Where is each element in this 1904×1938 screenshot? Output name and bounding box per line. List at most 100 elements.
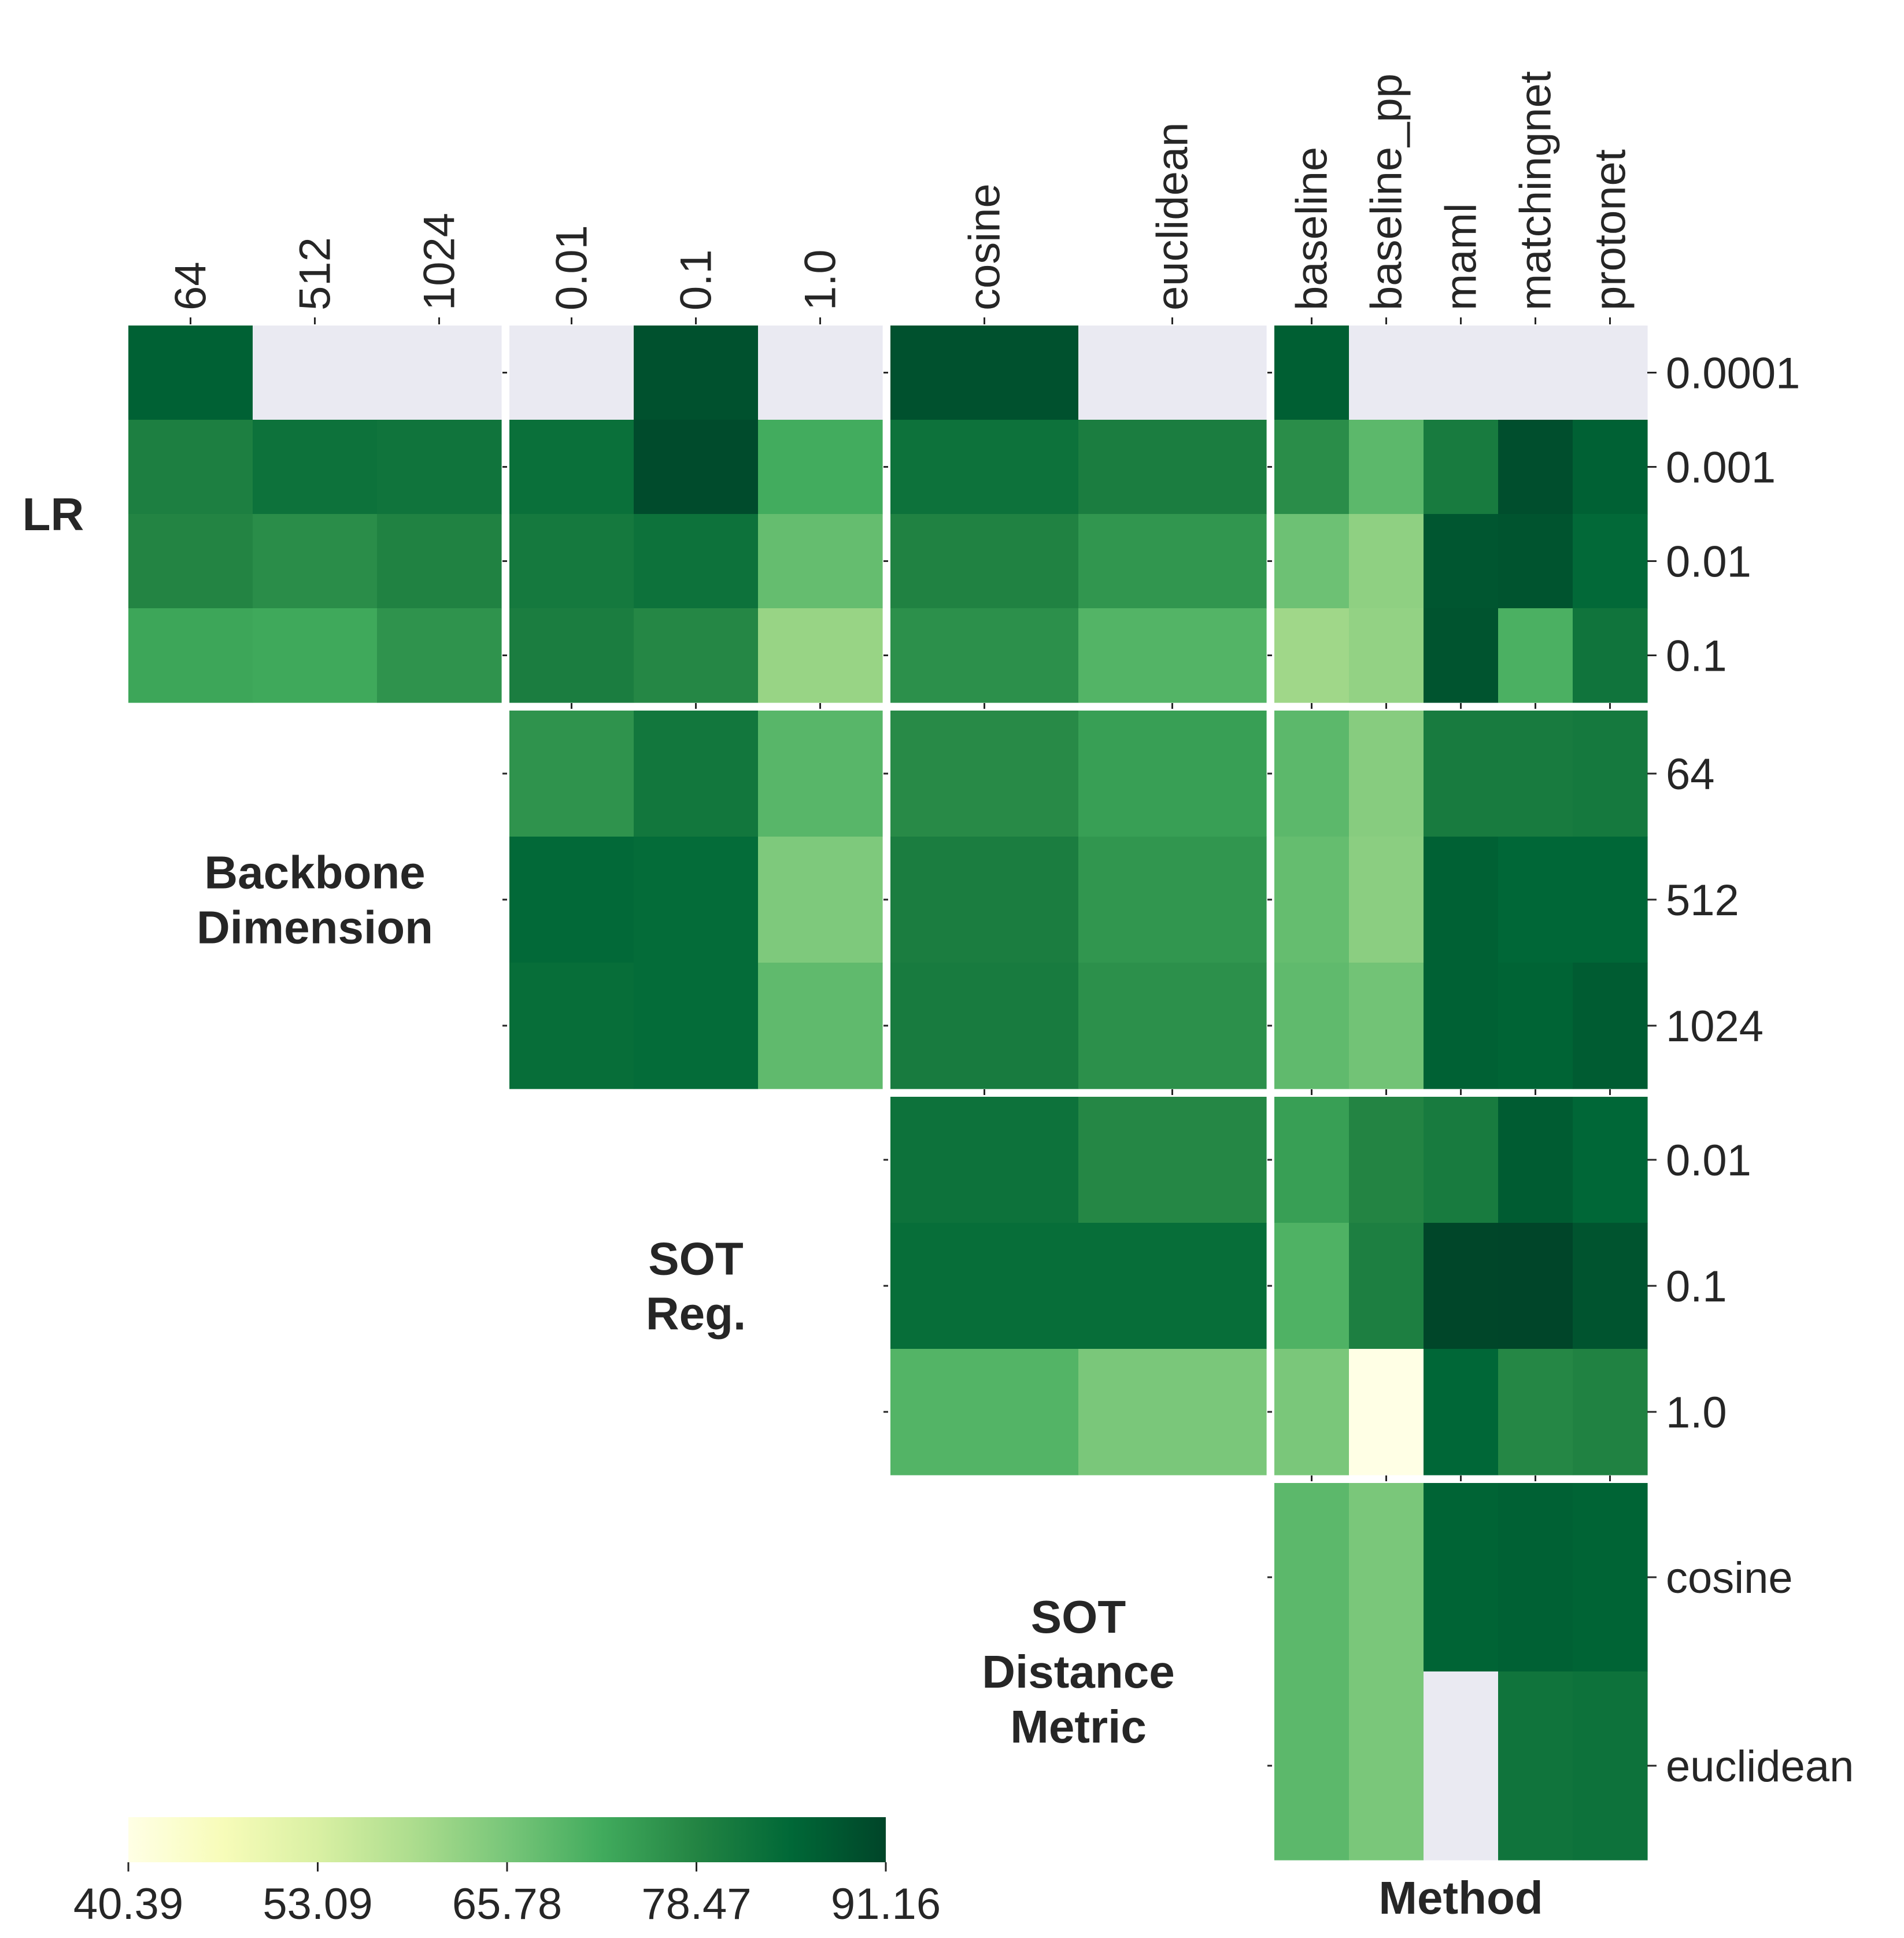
cell-lr-0.01-dim-64 [128,514,253,609]
cell-lr-0.1-method-baseline_pp [1349,608,1424,703]
cell-lr-0.001-metric-cosine [890,420,1079,515]
top-tick-label-dim-64: 64 [167,261,216,310]
cell-reg-0.01-metric-cosine [890,1097,1079,1223]
right-tick-label-reg-0.01: 0.01 [1666,1136,1751,1185]
right-tick-label-dim-512: 512 [1666,876,1739,925]
block-reg-vs-method [1274,1097,1648,1475]
block-reg-vs-metric [890,1097,1267,1475]
block-lr-vs-metric [890,326,1267,703]
cell-lr-0.1-dim-64 [128,608,253,703]
cell-lr-0.1-reg-0.1 [634,608,759,703]
right-tick-label-metric-cosine: cosine [1666,1554,1793,1603]
cell-lr-0.01-dim-512 [253,514,378,609]
cell-reg-0.01-method-matchingnet [1498,1097,1573,1223]
right-tick-label-metric-euclidean: euclidean [1666,1742,1854,1791]
right-tick-label-lr-0.01: 0.01 [1666,538,1751,587]
colorbar-tick-label-53.09: 53.09 [263,1880,372,1929]
cell-dim-64-metric-euclidean [1078,711,1267,837]
cell-metric-euclidean-method-baseline_pp [1349,1671,1424,1861]
colorbar-gradient [128,1817,886,1862]
cell-reg-0.1-method-matchingnet [1498,1223,1573,1349]
cell-lr-0.1-method-maml [1424,608,1499,703]
top-tick-label-method-protonet: protonet [1586,149,1635,310]
cell-dim-1024-metric-cosine [890,963,1079,1089]
cell-lr-0.01-reg-0.1 [634,514,759,609]
cell-lr-0.001-reg-0.1 [634,420,759,515]
cell-reg-0.01-method-maml [1424,1097,1499,1223]
cell-lr-0.0001-dim-512 [253,326,378,420]
heatmap-cells [128,326,1648,1861]
cell-dim-512-method-baseline [1274,837,1350,963]
cell-lr-0.01-method-baseline [1274,514,1350,609]
cell-reg-0.1-metric-cosine [890,1223,1079,1349]
cell-dim-512-reg-0.01 [509,837,634,963]
cell-lr-0.0001-dim-64 [128,326,253,420]
cell-lr-0.0001-reg-0.01 [509,326,634,420]
cell-lr-0.01-method-protonet [1573,514,1648,609]
cell-lr-0.001-dim-64 [128,420,253,515]
cell-lr-0.0001-method-matchingnet [1498,326,1573,420]
cell-dim-512-metric-euclidean [1078,837,1267,963]
cell-metric-euclidean-method-baseline [1274,1671,1350,1861]
colorbar-tick-label-91.16: 91.16 [831,1880,941,1929]
cell-lr-0.001-dim-1024 [377,420,502,515]
cell-lr-0.0001-reg-0.1 [634,326,759,420]
top-tick-label-method-maml: maml [1437,203,1486,310]
cell-dim-1024-method-maml [1424,963,1499,1089]
cell-lr-0.1-reg-1.0 [758,608,883,703]
cell-lr-0.1-method-baseline [1274,608,1350,703]
cell-metric-cosine-method-matchingnet [1498,1483,1573,1672]
top-tick-label-reg-0.1: 0.1 [672,249,721,310]
group-label-metric: SOT Distance Metric [982,1591,1174,1752]
cell-lr-0.1-method-matchingnet [1498,608,1573,703]
cell-lr-0.1-dim-512 [253,608,378,703]
block-dim-vs-metric [890,711,1267,1089]
cell-reg-1.0-metric-cosine [890,1349,1079,1475]
cell-reg-0.1-method-baseline [1274,1223,1350,1349]
block-lr-vs-dim [128,326,502,703]
top-tick-label-method-matchingnet: matchingnet [1511,71,1561,310]
cell-dim-512-method-baseline_pp [1349,837,1424,963]
cell-lr-0.0001-method-baseline [1274,326,1350,420]
cell-reg-1.0-method-maml [1424,1349,1499,1475]
cell-lr-0.001-method-baseline [1274,420,1350,515]
top-tick-label-reg-1.0: 1.0 [796,249,845,310]
tick-marks [190,317,1657,1767]
cell-dim-1024-method-protonet [1573,963,1648,1089]
cell-lr-0.01-reg-0.01 [509,514,634,609]
cell-dim-64-method-baseline_pp [1349,711,1424,837]
cell-reg-1.0-method-baseline [1274,1349,1350,1475]
cell-dim-1024-reg-1.0 [758,963,883,1089]
cell-lr-0.01-metric-euclidean [1078,514,1267,609]
cell-dim-64-metric-cosine [890,711,1079,837]
top-tick-label-method-baseline_pp: baseline_pp [1362,73,1411,310]
right-tick-label-lr-0.1: 0.1 [1666,632,1727,681]
cell-reg-0.01-method-baseline_pp [1349,1097,1424,1223]
cell-lr-0.0001-dim-1024 [377,326,502,420]
cell-lr-0.001-method-maml [1424,420,1499,515]
cell-lr-0.1-reg-0.01 [509,608,634,703]
top-tick-label-metric-euclidean: euclidean [1148,123,1197,310]
cell-lr-0.1-dim-1024 [377,608,502,703]
group-label-method: Method [1378,1872,1543,1924]
cell-dim-1024-method-baseline_pp [1349,963,1424,1089]
cell-dim-64-reg-1.0 [758,711,883,837]
block-lr-vs-method [1274,326,1648,703]
cell-reg-0.01-method-protonet [1573,1097,1648,1223]
top-tick-label-dim-512: 512 [291,237,340,310]
colorbar: 40.39 53.09 65.78 78.47 91.16 [73,1817,941,1929]
cell-lr-0.001-method-matchingnet [1498,420,1573,515]
top-tick-label-metric-cosine: cosine [960,183,1010,310]
cell-lr-0.0001-metric-euclidean [1078,326,1267,420]
cell-reg-0.01-method-baseline [1274,1097,1350,1223]
cell-reg-1.0-method-matchingnet [1498,1349,1573,1475]
cell-metric-cosine-method-baseline_pp [1349,1483,1424,1672]
right-tick-label-dim-1024: 1024 [1666,1002,1763,1051]
cell-dim-512-method-protonet [1573,837,1648,963]
cell-lr-0.1-metric-cosine [890,608,1079,703]
right-tick-label-lr-0.0001: 0.0001 [1666,349,1800,398]
cell-lr-0.001-method-protonet [1573,420,1648,515]
cell-lr-0.01-method-matchingnet [1498,514,1573,609]
cell-dim-64-method-maml [1424,711,1499,837]
